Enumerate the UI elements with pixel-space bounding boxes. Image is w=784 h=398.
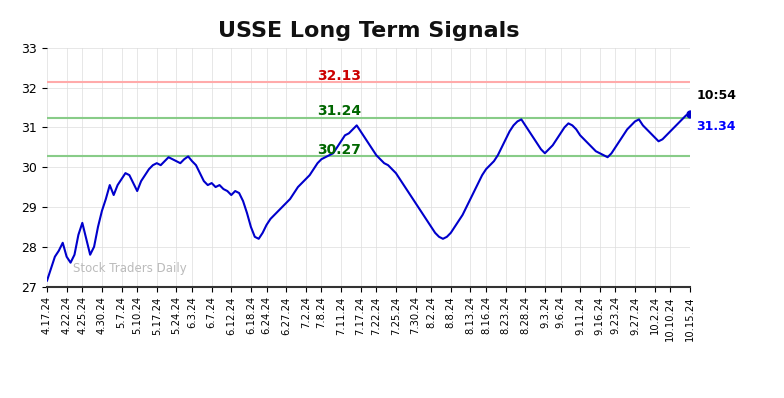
Text: 10:54: 10:54 <box>696 89 736 102</box>
Text: Stock Traders Daily: Stock Traders Daily <box>73 262 187 275</box>
Text: 31.24: 31.24 <box>317 104 361 118</box>
Text: 30.27: 30.27 <box>317 142 361 157</box>
Text: 32.13: 32.13 <box>317 68 361 83</box>
Point <box>684 111 696 117</box>
Text: 31.34: 31.34 <box>696 120 736 133</box>
Title: USSE Long Term Signals: USSE Long Term Signals <box>218 21 519 41</box>
